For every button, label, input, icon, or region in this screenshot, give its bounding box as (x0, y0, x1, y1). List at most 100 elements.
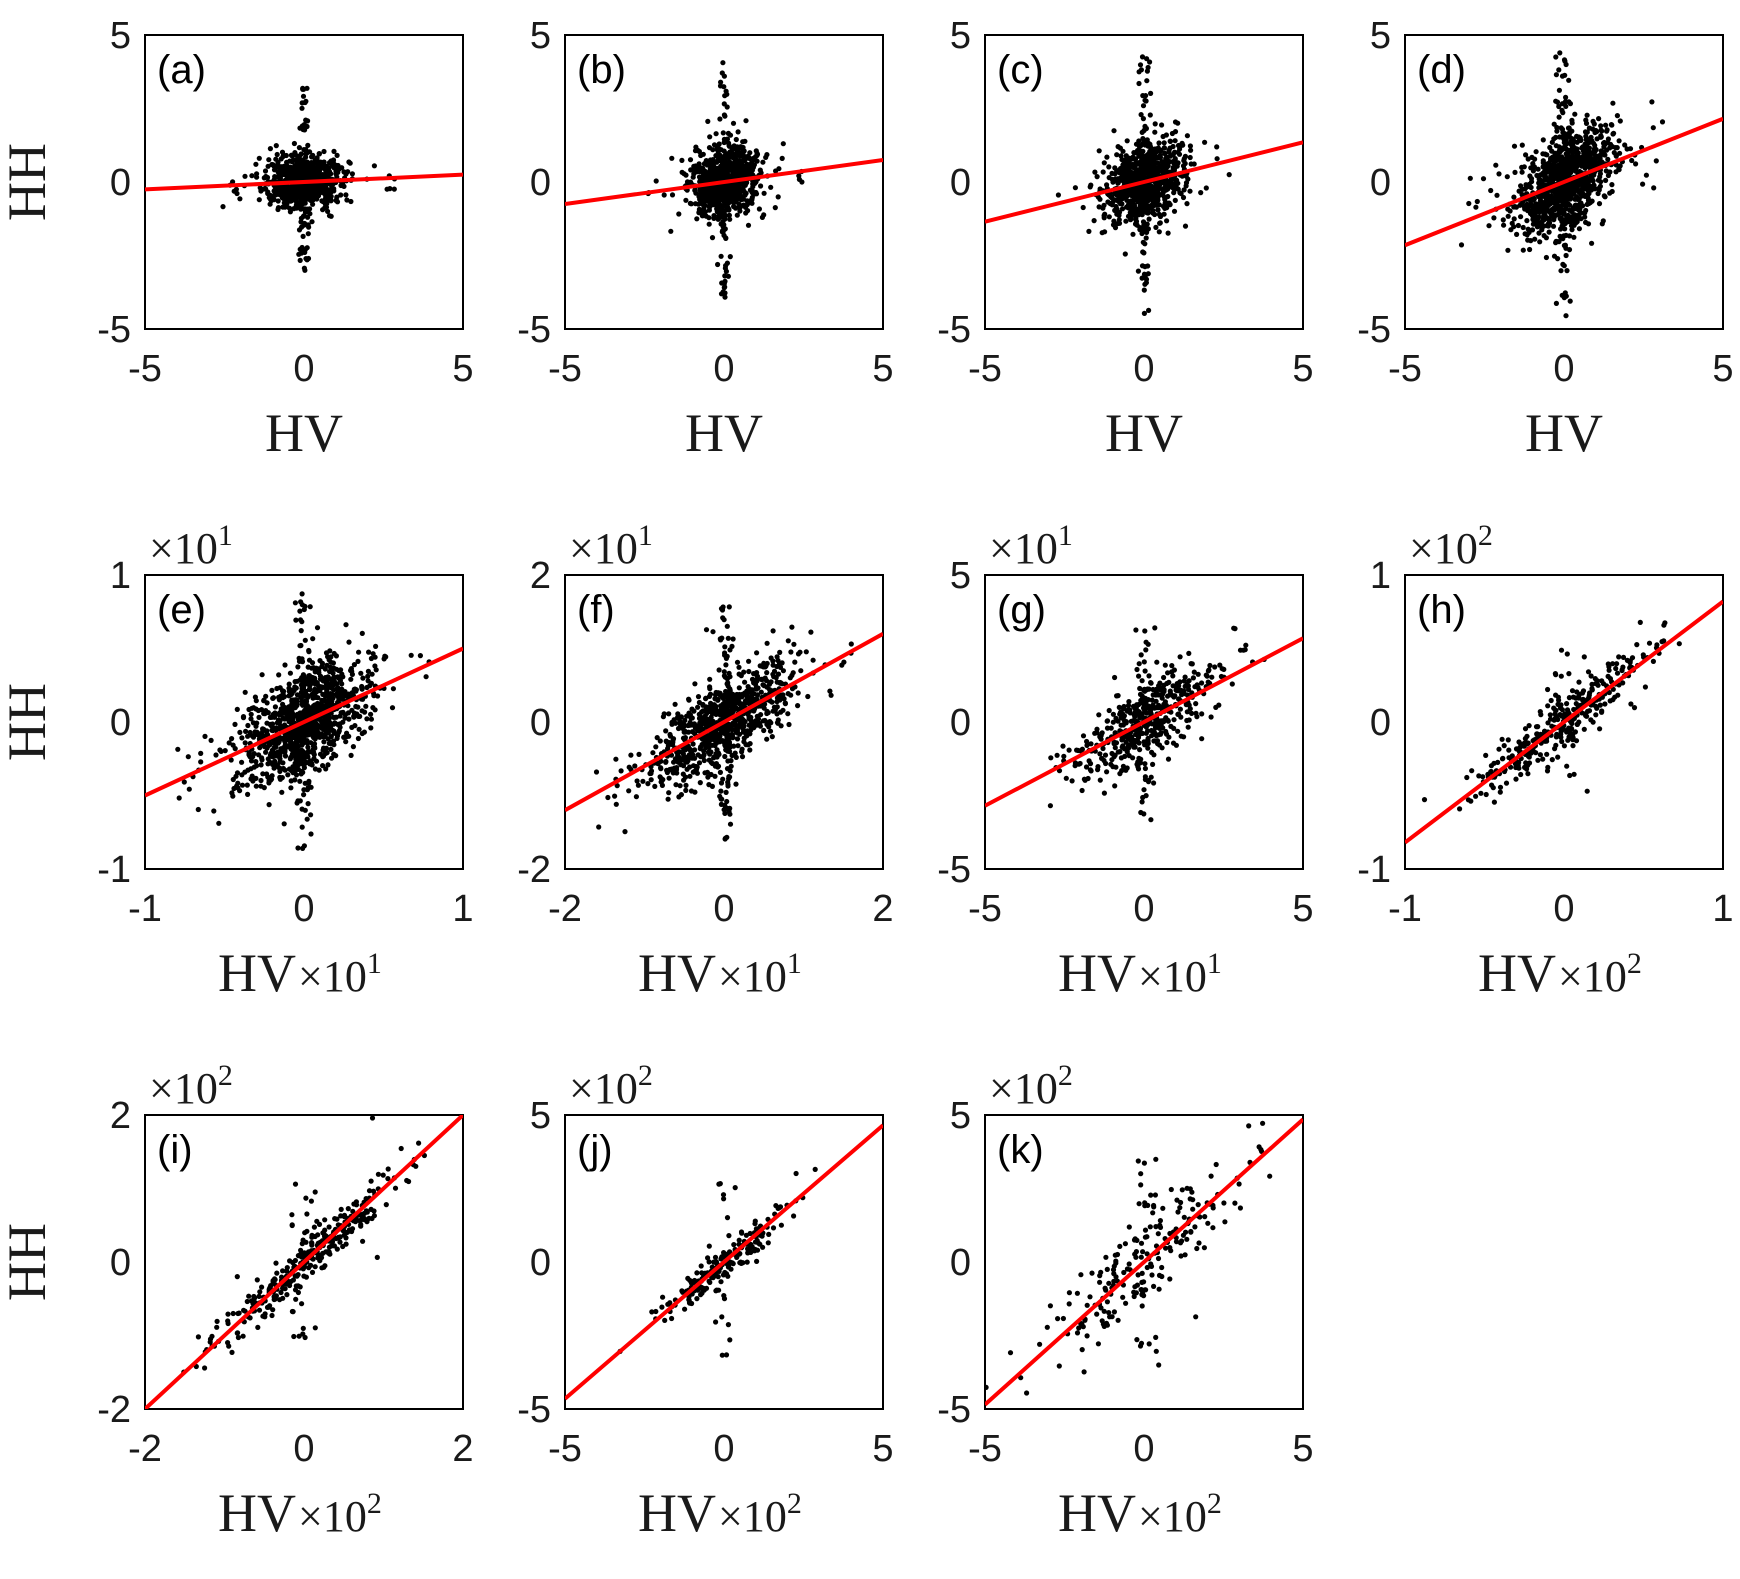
data-point (314, 625, 321, 631)
data-point (198, 759, 204, 765)
data-point (256, 714, 262, 721)
y-tick-label: 5 (110, 15, 131, 57)
data-point (718, 253, 724, 259)
fit-line (1405, 116, 1723, 248)
fit-line (145, 646, 463, 798)
data-point (271, 167, 278, 173)
data-point (721, 183, 728, 189)
data-point (1584, 129, 1590, 135)
data-point (661, 192, 667, 198)
data-point (296, 145, 302, 151)
data-point (285, 198, 291, 204)
data-point (1106, 214, 1112, 220)
data-point (803, 649, 809, 655)
data-point (780, 141, 786, 147)
data-point (1139, 54, 1146, 60)
data-point (302, 99, 308, 106)
data-point (710, 160, 716, 166)
data-point (368, 725, 374, 731)
data-point (304, 209, 310, 215)
data-point (282, 738, 288, 745)
data-point (1172, 165, 1178, 171)
data-point (761, 190, 767, 196)
data-point (1534, 219, 1540, 225)
data-point (1106, 164, 1112, 170)
data-point (297, 798, 303, 804)
data-point (390, 686, 396, 692)
panel-label: (b) (577, 48, 626, 92)
data-point (1187, 188, 1193, 194)
data-point (297, 778, 303, 784)
data-point (321, 734, 327, 740)
data-point (216, 820, 222, 826)
data-point (181, 779, 187, 785)
data-point (1566, 125, 1572, 131)
data-point (296, 730, 302, 736)
data-point (1591, 149, 1597, 155)
data-point (1567, 166, 1573, 172)
data-point (308, 812, 314, 818)
data-point (339, 681, 345, 687)
data-point (1596, 185, 1602, 192)
data-point (352, 723, 358, 729)
y-tick-label: 0 (950, 162, 971, 204)
data-point (1164, 218, 1170, 224)
data-point (1649, 99, 1655, 105)
data-point (705, 175, 711, 181)
data-point (1171, 190, 1177, 196)
data-point (1561, 57, 1568, 63)
data-point (1115, 180, 1121, 186)
data-point (323, 745, 329, 751)
data-point (1150, 158, 1156, 164)
data-point (315, 695, 321, 701)
data-point (300, 748, 306, 755)
data-point (1097, 196, 1103, 202)
data-point (1112, 176, 1119, 182)
x-exponent: ×101 (298, 947, 382, 1001)
data-point (764, 152, 770, 158)
data-point (1563, 232, 1569, 238)
data-point (1172, 129, 1179, 135)
data-point (1582, 214, 1588, 220)
data-point (727, 149, 733, 155)
data-point (1133, 141, 1140, 147)
data-point (265, 163, 271, 169)
data-point (1541, 216, 1547, 223)
data-point (1562, 131, 1568, 137)
data-point (271, 765, 277, 771)
data-point (319, 685, 325, 691)
data-point (1146, 216, 1152, 222)
data-point (317, 676, 324, 682)
data-point (1127, 199, 1133, 205)
data-point (304, 738, 310, 744)
data-point (1144, 153, 1150, 160)
data-point (1505, 213, 1511, 219)
data-point (724, 136, 731, 142)
data-point (321, 148, 327, 155)
data-point (1603, 122, 1609, 128)
data-point (1551, 217, 1557, 223)
data-point (251, 705, 257, 711)
x-axis-title: HV (218, 943, 296, 1003)
data-point (305, 750, 311, 756)
data-point (1563, 94, 1569, 100)
data-point (233, 773, 239, 779)
data-point (1562, 226, 1568, 232)
data-point (1156, 229, 1162, 235)
data-point (714, 144, 720, 150)
data-point (311, 752, 317, 758)
data-point (353, 703, 359, 710)
data-point (700, 211, 706, 217)
data-point (1557, 50, 1563, 56)
data-point (248, 711, 254, 717)
data-point (195, 806, 201, 813)
data-point (328, 659, 334, 665)
data-point (292, 754, 298, 760)
data-point (289, 730, 295, 737)
data-point (1564, 189, 1570, 195)
data-point (1583, 219, 1589, 225)
data-point (304, 732, 310, 738)
data-point (275, 205, 282, 211)
data-point (1505, 247, 1511, 253)
data-point (249, 733, 255, 739)
